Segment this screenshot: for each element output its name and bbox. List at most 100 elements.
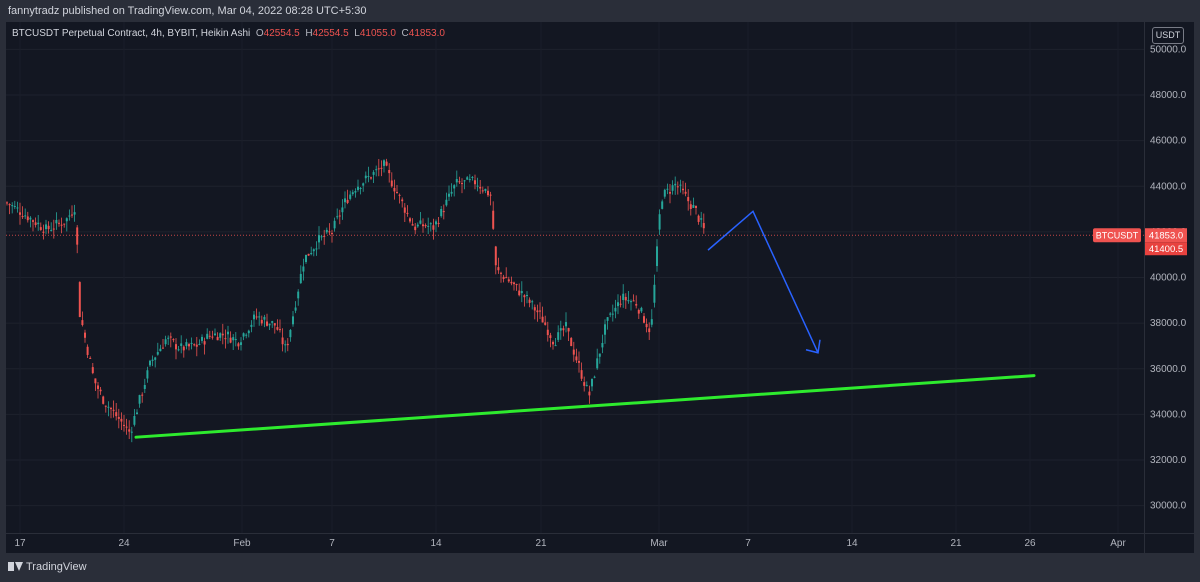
candle-body xyxy=(266,321,268,326)
candle-body xyxy=(523,295,526,298)
candle-body xyxy=(383,160,385,166)
bottom-bar: TradingView xyxy=(0,553,1200,582)
candle-body xyxy=(320,236,323,238)
time-tick-label: 14 xyxy=(846,538,858,549)
time-tick-label: 21 xyxy=(535,538,547,549)
time-tick-label: 14 xyxy=(430,538,442,549)
candle-body xyxy=(380,167,383,169)
candle-body xyxy=(68,215,71,217)
symbol-line: BTCUSDT Perpetual Contract, 4h, BYBIT, H… xyxy=(12,28,251,39)
candle-body xyxy=(674,183,677,186)
candle-body xyxy=(357,186,359,190)
candle-body xyxy=(341,207,344,213)
candle-body xyxy=(627,300,630,302)
candle-body xyxy=(398,194,401,196)
candle-body xyxy=(39,227,42,230)
candle-body xyxy=(130,431,133,433)
top-bar: fannytradz published on TradingView.com,… xyxy=(0,0,1200,22)
candle-body xyxy=(162,347,164,349)
candle-body xyxy=(635,304,638,306)
candle-body xyxy=(416,224,419,227)
candle-body xyxy=(494,246,497,266)
candle-body xyxy=(242,333,245,337)
candle-body xyxy=(359,188,362,190)
candle-body xyxy=(73,212,76,215)
candle-body xyxy=(663,189,666,197)
candle-body xyxy=(271,321,274,323)
candle-body xyxy=(515,284,518,286)
candle-body xyxy=(211,336,214,338)
candle-body xyxy=(279,329,281,331)
candle-body xyxy=(141,394,144,396)
candle-body xyxy=(437,222,440,224)
candle-body xyxy=(546,329,549,336)
candle-body xyxy=(120,418,123,422)
candle-body xyxy=(310,252,313,255)
candle-body xyxy=(656,246,658,267)
chart-panel[interactable]: 30000.0 32000.0 34000.0 36000.0 38000.0 40000… xyxy=(6,22,1194,553)
candle-body xyxy=(302,266,305,272)
candle-body xyxy=(591,379,593,387)
support-trendline[interactable] xyxy=(134,374,1036,439)
candle-body xyxy=(263,316,266,320)
candle-body xyxy=(240,342,242,345)
price-axis[interactable]: 30000.0 32000.0 34000.0 36000.0 38000.0 40000… xyxy=(1150,44,1187,511)
candle-body xyxy=(406,212,409,214)
candle-body xyxy=(328,231,331,233)
candle-body xyxy=(268,323,271,326)
currency-button[interactable]: USDT xyxy=(1152,27,1184,44)
tradingview-logo[interactable]: TradingView xyxy=(8,561,87,573)
candle-body xyxy=(539,310,541,312)
price-tick-label: 32000.0 xyxy=(1150,455,1187,466)
candle-body xyxy=(455,179,458,183)
candle-body xyxy=(45,224,47,230)
projection-arrow[interactable] xyxy=(707,210,819,354)
candle-body xyxy=(637,310,640,314)
candle-body xyxy=(585,385,588,387)
time-axis[interactable]: 17 24 Feb 7 14 21 Mar 7 14 21 26 Apr xyxy=(14,538,1126,549)
candle-body xyxy=(393,187,396,192)
candle-body xyxy=(315,248,318,250)
candle-body xyxy=(442,211,445,213)
symbol-tag xyxy=(1093,228,1141,243)
candle-body xyxy=(422,224,424,227)
candle-body xyxy=(136,412,138,415)
candle-body xyxy=(583,382,586,386)
open-value: 42554.5 xyxy=(263,28,300,39)
candle-body xyxy=(458,181,461,183)
candle-body xyxy=(401,199,404,202)
candle-body xyxy=(596,358,599,369)
candle-body xyxy=(687,197,690,202)
candle-body xyxy=(552,341,554,345)
candle-body xyxy=(227,331,229,335)
candle-body xyxy=(245,334,248,336)
candle-body xyxy=(318,235,320,243)
candle-body xyxy=(331,233,333,235)
candle-body xyxy=(632,300,635,302)
candle-body xyxy=(201,336,203,341)
candle-body xyxy=(419,220,422,224)
candle-body xyxy=(396,191,398,193)
time-tick-label: 17 xyxy=(14,538,26,549)
candle-body xyxy=(362,183,365,186)
candle-body xyxy=(284,344,287,346)
candle-body xyxy=(700,218,703,220)
candle-body xyxy=(689,204,692,209)
candles xyxy=(6,158,705,443)
candle-body xyxy=(8,204,11,206)
candle-body xyxy=(484,188,487,191)
candle-body xyxy=(159,348,162,352)
candle-body xyxy=(471,176,474,178)
candle-body xyxy=(6,202,8,204)
candle-body xyxy=(593,376,596,378)
candle-body xyxy=(518,290,521,296)
low-label: L xyxy=(354,28,360,39)
candle-body xyxy=(325,229,328,233)
candle-body xyxy=(572,349,575,355)
price-chart[interactable]: 30000.0 32000.0 34000.0 36000.0 38000.0 40000… xyxy=(6,22,1194,553)
candle-body xyxy=(297,291,300,299)
candle-body xyxy=(510,281,513,284)
candle-body xyxy=(138,395,141,404)
candle-body xyxy=(323,235,326,237)
candle-body xyxy=(702,223,705,229)
